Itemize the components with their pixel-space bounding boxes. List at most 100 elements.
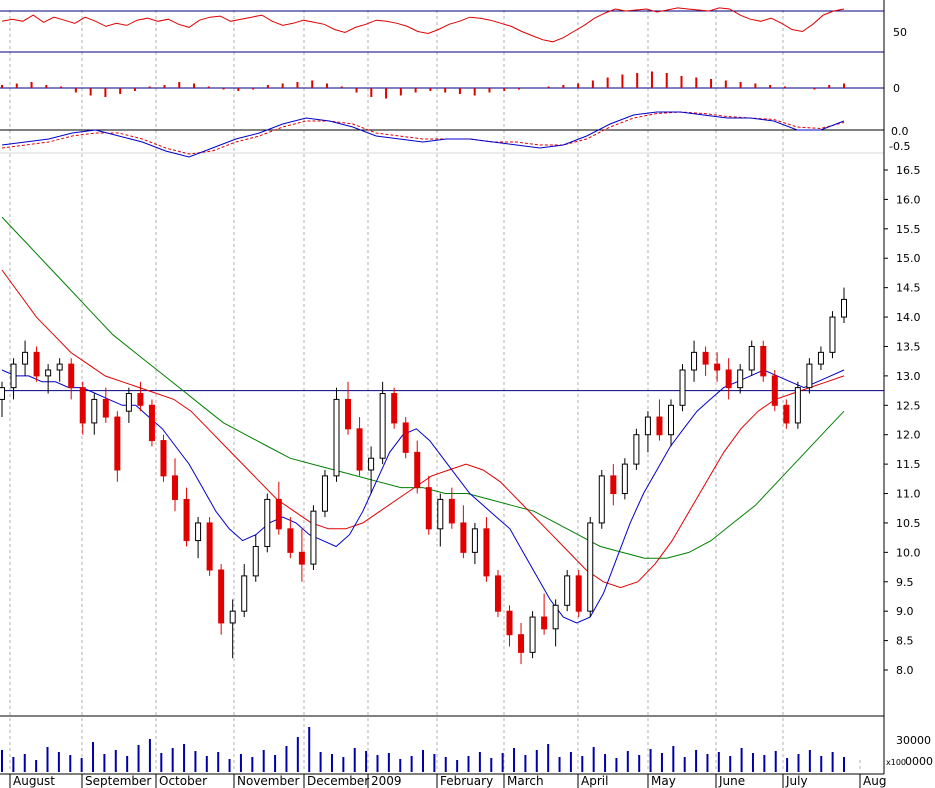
month-label: February [440,774,493,788]
candle-up [794,387,801,424]
month-label: Aug [863,774,886,788]
candle-down [541,616,548,630]
candle-down [172,475,179,500]
candle-up [817,351,824,365]
month-label: October [159,774,207,788]
price-tick-label: 8.5 [896,635,914,648]
candle-up [264,498,271,547]
price-tick-label: 11.0 [896,488,921,501]
candle-up [633,434,640,465]
candle-down [148,404,155,442]
candle-down [771,375,778,406]
candle-down [656,416,663,436]
price-tick-label: 16.0 [896,193,921,206]
price-tick-label: 10.5 [896,517,921,530]
candle-up [45,369,52,377]
rsi-line [1,7,845,43]
candle-up [321,475,328,512]
price-tick-label: 15.0 [896,252,921,265]
candle-up [829,316,836,353]
candle-down [345,398,352,430]
candle-down [460,522,467,553]
volume-tick-label: 30000 [896,734,931,747]
candle-down [402,422,409,453]
macd-line [1,111,845,158]
candle-up [0,387,5,400]
candle-down [102,398,109,418]
candle-up [56,363,63,371]
rsi-tick-label: 50 [893,26,907,39]
candle-down [760,345,767,377]
price-tick-label: 9.5 [896,576,914,589]
price-tick-label: 13.5 [896,340,921,353]
candle-up [748,345,755,371]
candle-down [518,634,525,653]
ma-short-line [1,369,845,624]
price-tick-label: 14.5 [896,282,921,295]
candle-down [783,404,790,424]
candle-up [379,393,386,459]
macd-tick-label: -0.5 [889,140,910,153]
candle-down [506,610,513,636]
candle-down [483,528,490,577]
candle-up [91,398,98,424]
price-tick-label: 9.0 [896,605,914,618]
candle-down [114,416,121,471]
histogram-panel: 0 [0,71,900,99]
candle-up [125,393,132,412]
candle-down [298,551,305,565]
price-tick-label: 13.0 [896,370,921,383]
candle-down [218,569,225,624]
candle-up [552,604,559,630]
price-tick-label: 15.5 [896,223,921,236]
price-tick-label: 8.0 [896,664,914,677]
candle-up [587,522,594,612]
candle-down [160,440,167,477]
macd-signal-line [1,111,845,155]
candle-down [725,369,732,389]
candle-up [529,616,536,653]
price-panel: 16.5 16.0 15.5 15.0 14.5 14.0 13.5 13.0 12.5 12.0… [0,164,921,677]
month-label: November [237,774,299,788]
candle-down [275,498,282,530]
candle-down [391,393,398,424]
month-label: June [718,774,745,788]
price-tick-label: 10.0 [896,546,921,559]
candle-down [414,451,421,489]
candle-up [22,351,29,365]
candle-down [714,363,721,371]
candle-down [448,498,455,524]
candle-up [471,528,478,553]
candle-up [368,457,375,471]
price-tick-label: 16.5 [896,164,921,177]
candle-down [33,351,40,377]
axes: August September October November December 20… [0,0,886,788]
candle-down [79,387,86,424]
candle-up [598,475,605,524]
candle-up [195,522,202,542]
ma-long-line [1,216,845,559]
macd-tick-label: 0.0 [891,125,909,138]
macd-panel: 0.0 -0.5 [0,111,910,158]
month-label: March [507,774,544,788]
candle-up [841,298,847,318]
candle-down [183,498,190,542]
month-label: April [581,774,608,788]
candle-down [494,575,501,612]
month-label: December [307,774,369,788]
candle-up [737,369,744,389]
candle-up [621,463,628,495]
candle-down [575,575,582,612]
candle-down [137,393,144,406]
month-label: September [85,774,151,788]
candle-up [241,575,248,612]
candle-down [610,475,617,495]
candle-up [679,369,686,406]
month-label: 2009 [371,774,402,788]
month-label: May [651,774,676,788]
candle-up [644,416,651,436]
price-tick-label: 12.5 [896,399,921,412]
price-tick-label: 12.0 [896,429,921,442]
candle-up [310,510,317,565]
